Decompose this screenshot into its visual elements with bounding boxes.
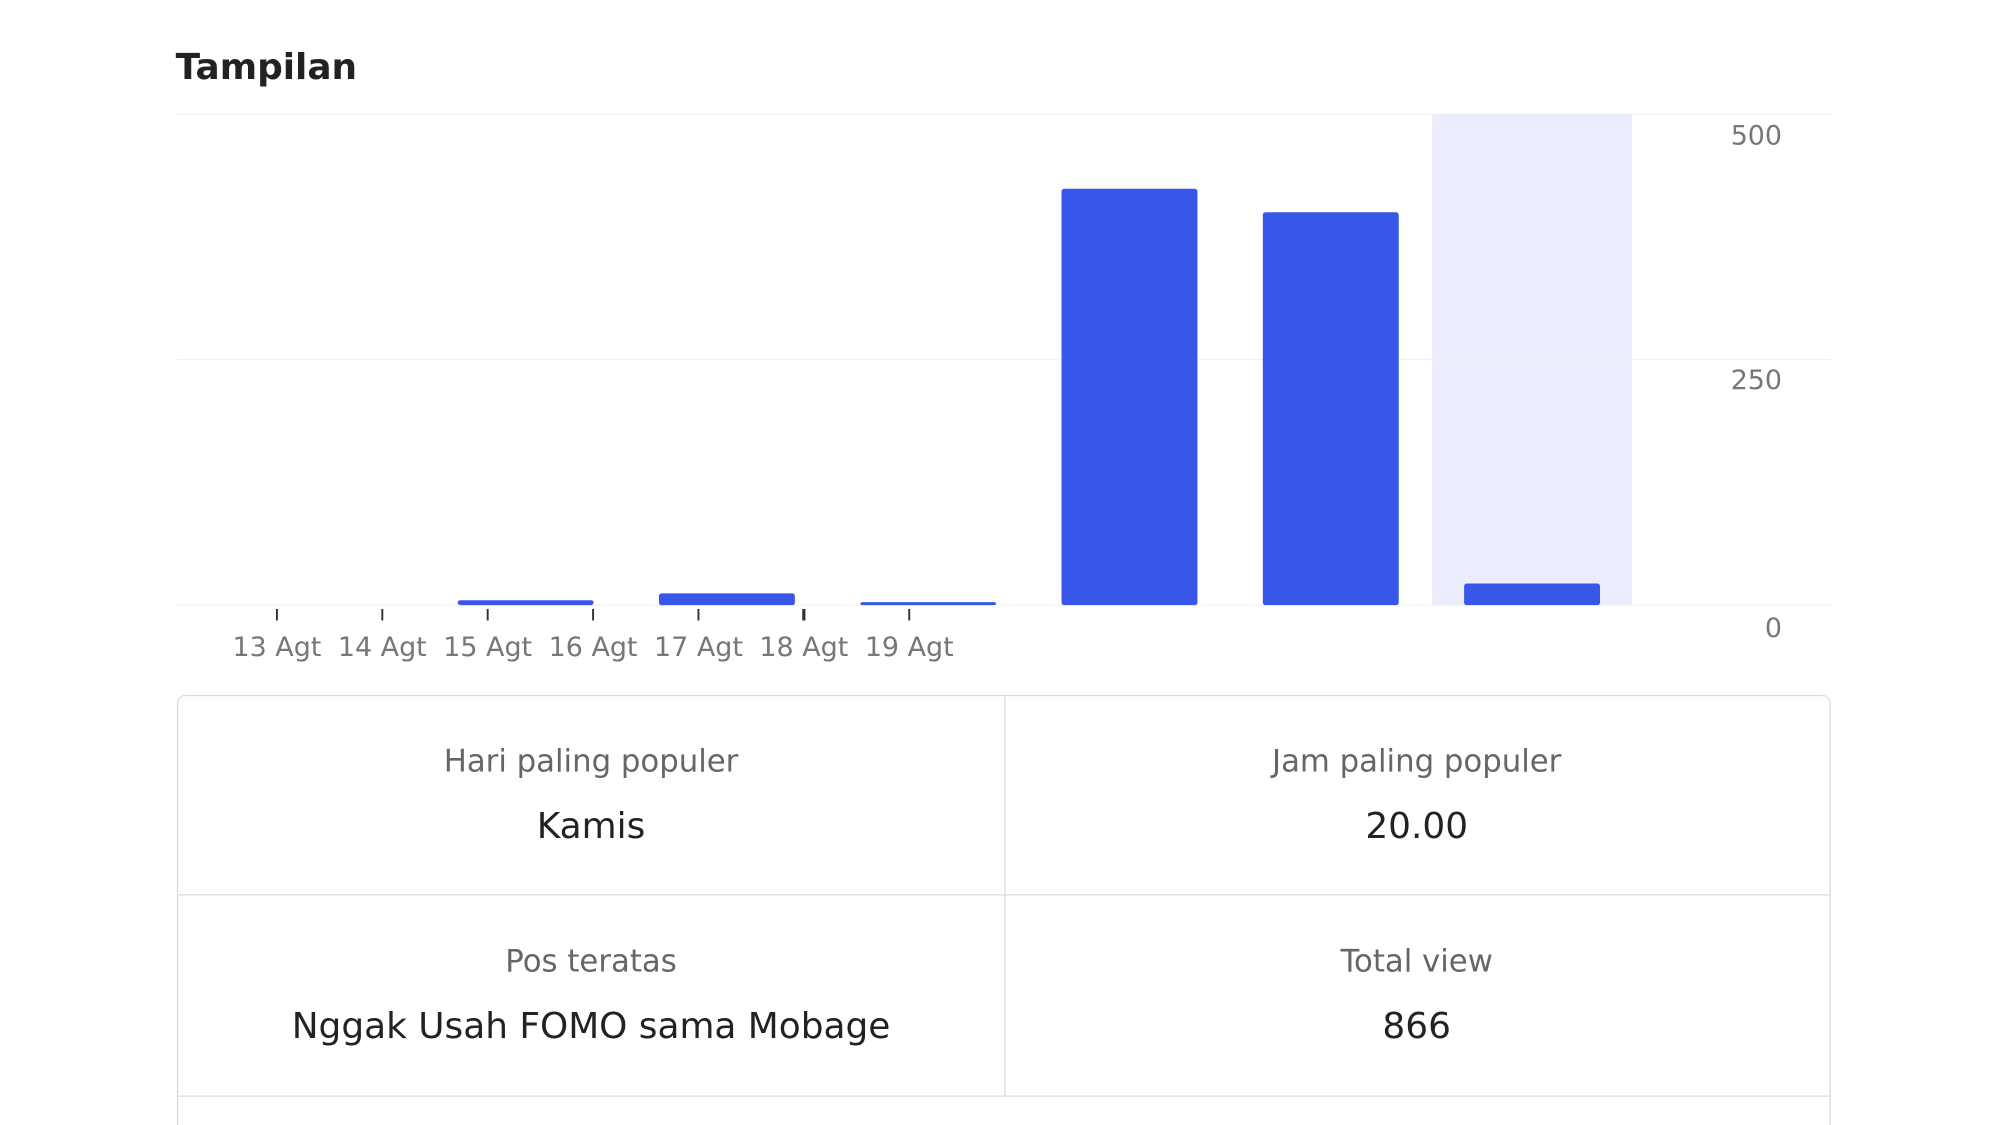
- stat-value: Kamis: [537, 806, 645, 847]
- bar: [860, 602, 997, 606]
- stat-label: Total view: [1339, 943, 1492, 979]
- x-tick-label: 14 Agt: [338, 632, 427, 663]
- bar: [658, 593, 795, 606]
- stats-card: [176, 694, 1831, 1125]
- section-title: Tampilan: [176, 47, 357, 88]
- x-tick-label: 17 Agt: [654, 632, 743, 663]
- x-tick-label: 19 Agt: [865, 632, 954, 663]
- x-tick-label: 18 Agt: [759, 632, 848, 663]
- bar: [457, 600, 594, 606]
- y-tick-label: 0: [1765, 613, 1782, 644]
- stat-label: Hari paling populer: [444, 743, 739, 779]
- x-tick-label: 15 Agt: [443, 632, 532, 663]
- y-tick-label: 250: [1731, 365, 1782, 396]
- stat-label: Pos teratas: [505, 943, 676, 979]
- stat-label: Jam paling populer: [1270, 743, 1562, 779]
- stat-value: 866: [1382, 1006, 1450, 1047]
- stat-value: Nggak Usah FOMO sama Mobage: [292, 1006, 891, 1047]
- bar: [1061, 188, 1198, 606]
- bar: [1262, 212, 1399, 606]
- x-tick-label: 13 Agt: [233, 632, 322, 663]
- stat-value: 20.00: [1365, 806, 1468, 847]
- y-tick-label: 500: [1731, 121, 1782, 152]
- x-tick-label: 16 Agt: [549, 632, 638, 663]
- bar: [1464, 583, 1600, 606]
